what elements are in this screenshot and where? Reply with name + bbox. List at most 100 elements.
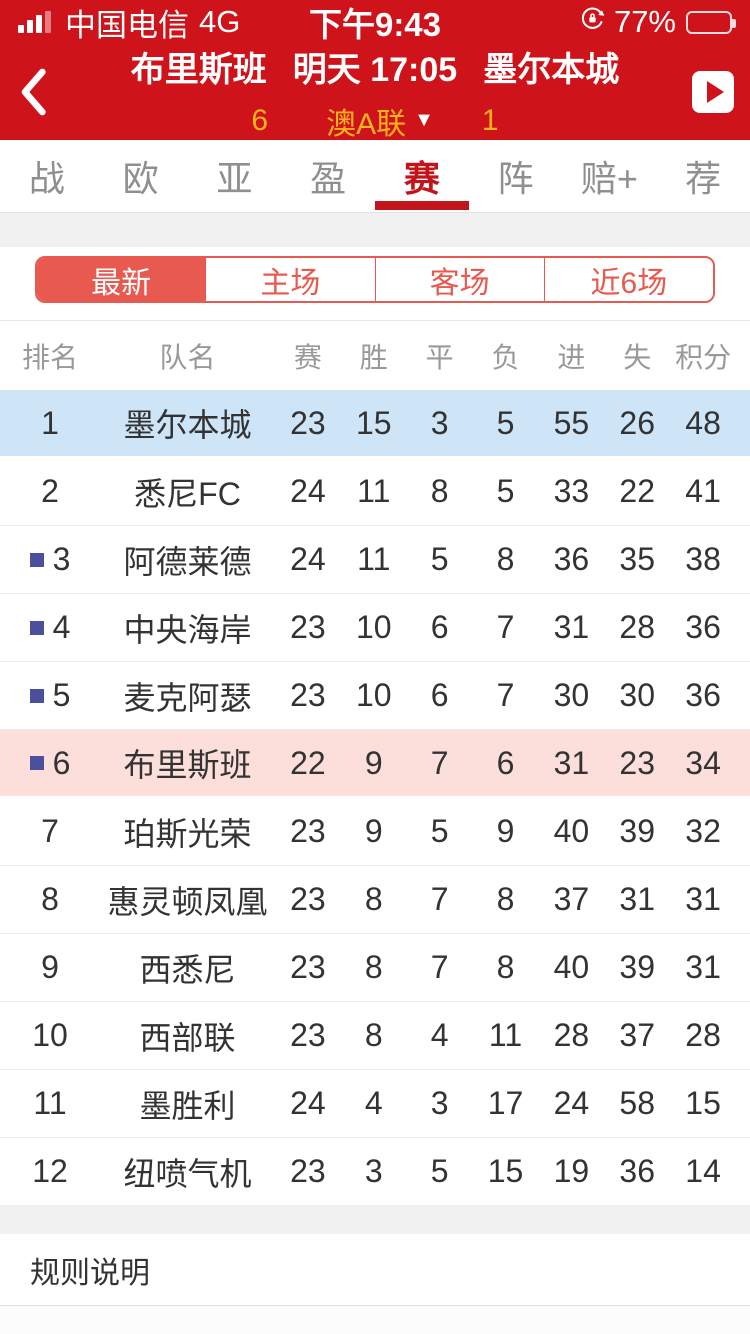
filter-button-0[interactable]: 最新 <box>37 258 206 301</box>
table-row[interactable]: 4 中央海岸 23 10 6 7 31 28 36 <box>0 594 750 662</box>
stat-goals-against: 31 <box>619 881 656 917</box>
tab-1[interactable]: 欧 <box>94 140 188 212</box>
rank-number: 6 <box>52 744 71 781</box>
battery-percent-label: 77% <box>613 4 676 39</box>
stat-loss: 8 <box>496 949 515 985</box>
table-row[interactable]: 2 悉尼FC 24 11 8 5 33 22 41 <box>0 458 750 526</box>
stat-win: 9 <box>364 744 383 781</box>
table-row[interactable]: 1 墨尔本城 23 15 3 5 55 26 48 <box>0 390 750 458</box>
tab-label: 赔+ <box>580 158 638 199</box>
tab-7[interactable]: 荐 <box>656 140 750 212</box>
rank-number: 12 <box>32 1153 68 1189</box>
stat-goals-for: 33 <box>553 473 590 509</box>
rank-cell: 6 <box>0 745 100 782</box>
rank-number: 5 <box>52 677 71 713</box>
stat-loss: 9 <box>496 813 515 849</box>
stat-goals-for: 40 <box>553 813 590 849</box>
tab-3[interactable]: 盈 <box>281 140 375 212</box>
play-button[interactable] <box>664 52 734 132</box>
filter-button-3[interactable]: 近6场 <box>543 258 713 301</box>
rank-cell: 1 <box>0 405 100 442</box>
team-name: 西悉尼 <box>139 951 236 988</box>
rank-cell: 5 <box>0 677 100 714</box>
stat-win: 11 <box>357 541 391 577</box>
tab-label: 阵 <box>497 158 534 199</box>
stat-win: 15 <box>355 404 392 441</box>
rank-cell: 9 <box>0 949 100 986</box>
chevron-down-icon: ▼ <box>414 109 434 131</box>
stat-goals-for: 40 <box>553 949 590 985</box>
tab-2[interactable]: 亚 <box>188 140 282 212</box>
play-icon <box>707 81 724 103</box>
carrier-label: 中国电信 <box>65 7 189 43</box>
stat-goals-for: 28 <box>553 1017 590 1053</box>
league-table: 排名 队名赛胜平负进失积分 1 墨尔本城 23 15 3 5 55 26 48 2 悉尼FC 24 11 8… <box>0 320 750 1206</box>
clock: 下午9:43 <box>308 6 442 43</box>
rank-cell: 4 <box>0 609 100 646</box>
table-row[interactable]: 5 麦克阿瑟 23 10 6 7 30 30 36 <box>0 662 750 730</box>
team-name: 中央海岸 <box>123 611 252 648</box>
stat-points: 31 <box>685 881 721 917</box>
table-header-row: 排名 队名 赛 胜 平 负 进 失积分 <box>0 320 750 390</box>
promotion-marker-icon <box>29 552 44 567</box>
tab-6[interactable]: 赔+ <box>563 140 657 212</box>
tab-0[interactable]: 战 <box>0 140 94 212</box>
stat-goals-against: 23 <box>619 744 656 781</box>
stat-win: 8 <box>364 949 383 985</box>
filter-button-2[interactable]: 客场 <box>374 258 544 301</box>
rank-number: 2 <box>41 473 59 509</box>
stat-points: 28 <box>685 1017 721 1053</box>
chevron-left-icon <box>21 68 46 116</box>
stat-goals-for: 37 <box>553 881 590 917</box>
column-header: 队名 <box>159 341 216 373</box>
status-bar: 中国电信 4G 下午9:43 77% <box>0 0 750 44</box>
section-divider <box>0 1206 750 1234</box>
table-row[interactable]: 7 珀斯光荣 23 9 5 9 40 39 32 <box>0 798 750 866</box>
table-row[interactable]: 8 惠灵顿凤凰 23 8 7 8 37 31 31 <box>0 866 750 934</box>
stat-played: 23 <box>290 881 326 917</box>
table-row[interactable]: 9 西悉尼 23 8 7 8 40 39 31 <box>0 934 750 1002</box>
stat-points: 31 <box>685 949 721 985</box>
tab-4[interactable]: 赛 <box>374 140 469 212</box>
stat-loss: 7 <box>496 677 515 713</box>
table-row[interactable]: 10 西部联 23 8 4 11 28 37 28 <box>0 1002 750 1070</box>
back-button[interactable] <box>16 52 86 132</box>
home-team-rank: 6 <box>251 103 269 137</box>
column-header: 平 <box>425 341 454 373</box>
promotion-marker-icon <box>29 688 44 703</box>
stat-played: 24 <box>290 1085 326 1121</box>
league-selector[interactable]: 澳A联 ▼ <box>326 99 434 143</box>
stat-draw: 6 <box>430 677 449 713</box>
stat-goals-against: 39 <box>619 813 656 849</box>
rules-section[interactable]: 规则说明 <box>0 1234 750 1306</box>
stat-win: 11 <box>357 473 391 509</box>
table-row[interactable]: 3 阿德莱德 24 11 5 8 36 35 38 <box>0 526 750 594</box>
stat-draw: 8 <box>430 473 449 509</box>
stat-played: 23 <box>290 677 326 713</box>
tab-label: 亚 <box>216 158 253 199</box>
tab-5[interactable]: 阵 <box>469 140 563 212</box>
stat-points: 15 <box>685 1085 721 1121</box>
stat-loss: 5 <box>496 404 515 441</box>
table-row[interactable]: 6 布里斯班 22 9 7 6 31 23 34 <box>0 730 750 798</box>
column-header: 赛 <box>293 341 322 373</box>
team-name: 麦克阿瑟 <box>123 679 252 716</box>
tab-label: 盈 <box>310 158 347 199</box>
stat-draw: 5 <box>430 541 449 577</box>
filter-button-1[interactable]: 主场 <box>205 258 375 301</box>
stat-loss: 6 <box>496 744 515 781</box>
section-divider <box>0 213 750 247</box>
team-name: 西部联 <box>139 1019 236 1056</box>
stat-points: 34 <box>685 744 721 781</box>
table-row[interactable]: 11 墨胜利 24 4 3 17 24 58 15 <box>0 1070 750 1138</box>
stat-goals-against: 36 <box>619 1153 656 1189</box>
table-row[interactable]: 12 纽喷气机 23 3 5 15 19 36 14 <box>0 1138 750 1206</box>
team-name: 墨尔本城 <box>123 407 252 443</box>
stat-win: 10 <box>355 609 392 645</box>
stat-points: 48 <box>685 404 721 441</box>
rank-cell: 7 <box>0 813 100 850</box>
team-name: 惠灵顿凤凰 <box>107 883 268 920</box>
stat-points: 32 <box>685 813 721 849</box>
rank-number: 3 <box>52 541 71 577</box>
